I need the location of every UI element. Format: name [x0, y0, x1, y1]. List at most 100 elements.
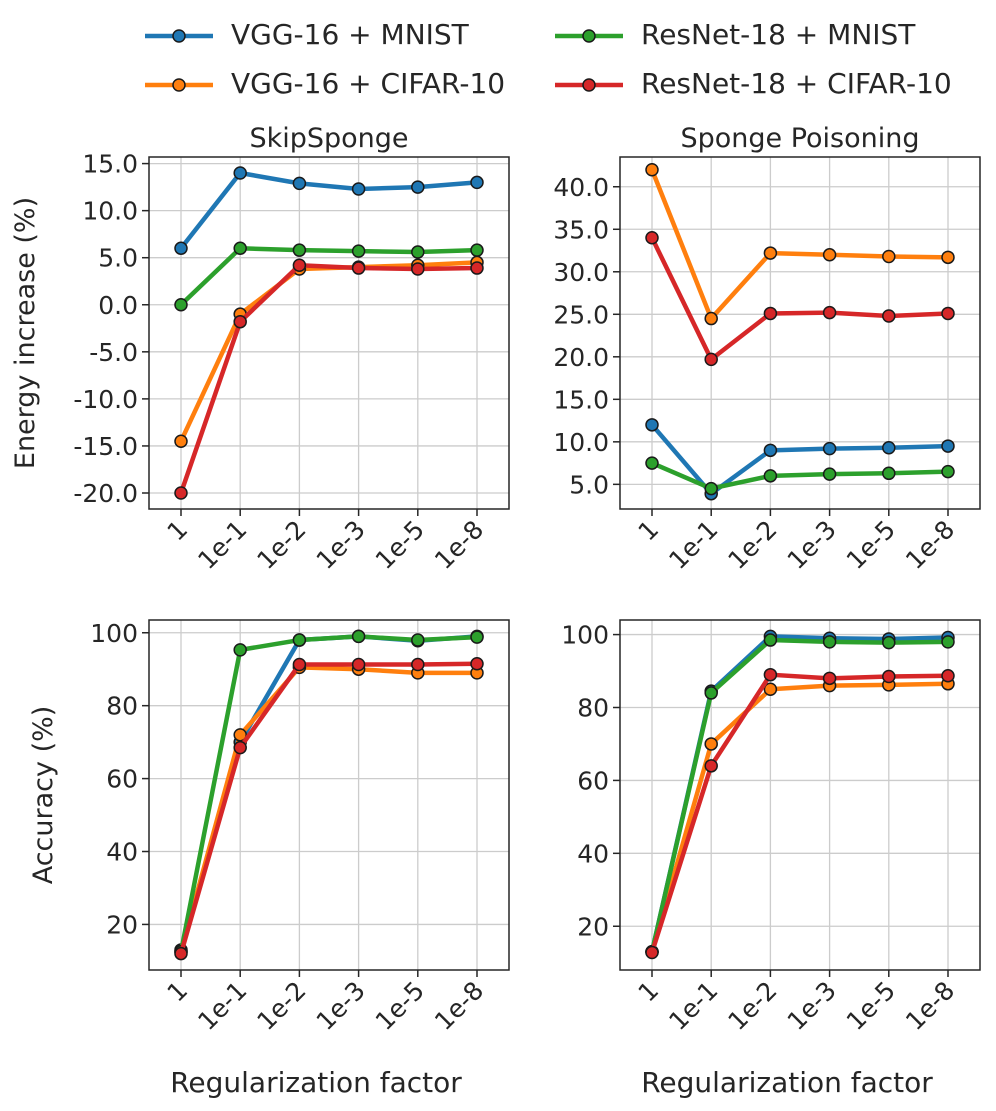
- x-tick-label: 1e-8: [429, 976, 489, 1036]
- legend-marker: [172, 29, 186, 43]
- y-tick-label: 10.0: [82, 197, 138, 226]
- series-vgg-16-cifar-10: [645, 163, 955, 326]
- data-point: [174, 241, 188, 256]
- x-tick-label: 1e-1: [663, 515, 723, 575]
- legend-swatch-vgg16-cifar10: [145, 78, 213, 92]
- chart-title: SkipSponge: [249, 123, 408, 154]
- data-point: [763, 667, 778, 682]
- series-line: [649, 672, 951, 955]
- data-point: [882, 441, 896, 455]
- series-resnet-18-mnist: [174, 629, 484, 959]
- data-point: [882, 249, 896, 264]
- data-point: [174, 486, 188, 500]
- legend-label: VGG-16 + CIFAR-10: [231, 67, 506, 100]
- data-point: [292, 243, 307, 257]
- chart-title: Sponge Poisoning: [680, 123, 919, 154]
- series-line: [649, 235, 951, 362]
- x-tick-label: 1e-5: [370, 976, 430, 1036]
- data-point: [233, 643, 247, 657]
- y-tick-label: 80: [106, 692, 138, 721]
- data-point: [470, 261, 484, 275]
- y-tick-label: 5.0: [98, 244, 138, 273]
- data-point: [470, 630, 484, 644]
- data-point: [174, 298, 188, 312]
- data-point: [233, 166, 247, 180]
- data-point: [941, 635, 955, 649]
- x-tick-label: 1: [161, 515, 193, 547]
- series-resnet-18-cifar-10: [645, 667, 955, 960]
- data-point: [763, 469, 778, 483]
- series-resnet-18-mnist: [174, 241, 484, 312]
- series-line: [178, 665, 480, 955]
- x-tick-label: 1e-3: [311, 976, 371, 1036]
- y-tick-label: 100: [561, 621, 609, 650]
- data-point: [882, 635, 896, 650]
- x-axis-label: Regularization factor: [641, 1066, 933, 1099]
- axes-frame: [148, 156, 510, 510]
- series-line: [649, 637, 951, 955]
- x-tick-label: 1e-1: [192, 515, 252, 575]
- y-tick-label: 20: [106, 910, 138, 939]
- y-axis-label: Accuracy (%): [28, 706, 59, 885]
- x-tick-label: 1e-5: [841, 976, 901, 1036]
- series-line: [178, 246, 480, 308]
- axes-frame: [148, 619, 510, 971]
- data-point: [941, 306, 955, 321]
- series-line: [649, 681, 951, 955]
- chart-panel-4: 20 40 60 80 100 11e-11e-21e-31e-51e-8 Regulari…: [561, 619, 981, 1099]
- data-point: [822, 441, 837, 456]
- data-point: [645, 945, 659, 960]
- data-point: [645, 418, 659, 432]
- data-point: [292, 176, 307, 191]
- legend-swatch-resnet18-mnist: [555, 29, 623, 43]
- y-tick-label: -15.0: [73, 432, 138, 461]
- data-point: [941, 669, 955, 683]
- x-tick-label: 1e-3: [311, 515, 371, 575]
- series-vgg-16-mnist: [645, 629, 955, 959]
- series-line: [649, 460, 951, 491]
- y-tick-label: 60: [577, 766, 609, 795]
- data-point: [704, 352, 718, 367]
- series-line: [178, 661, 480, 956]
- data-point: [645, 163, 659, 177]
- y-tick-label: 20.0: [553, 343, 609, 372]
- series-line: [178, 262, 480, 496]
- data-point: [233, 740, 247, 755]
- data-point: [763, 306, 778, 321]
- data-point: [470, 243, 484, 257]
- data-point: [470, 657, 484, 671]
- y-tick-label: 30.0: [553, 258, 609, 287]
- y-tick-label: -10.0: [73, 385, 138, 414]
- legend-marker: [582, 78, 596, 92]
- x-tick-label: 1e-5: [841, 515, 901, 575]
- legend-swatch-vgg16-mnist: [145, 29, 213, 43]
- series-resnet-18-cifar-10: [174, 258, 484, 500]
- data-point: [411, 657, 425, 672]
- y-tick-label: 0.0: [98, 291, 138, 320]
- data-point: [351, 629, 366, 644]
- y-tick-label: 35.0: [553, 215, 609, 244]
- x-tick-label: 1e-2: [722, 976, 782, 1036]
- series-line: [649, 167, 951, 321]
- x-tick-label: 1e-5: [370, 515, 430, 575]
- data-point: [174, 434, 188, 448]
- data-point: [411, 180, 425, 194]
- data-point: [763, 443, 778, 458]
- data-point: [645, 231, 659, 245]
- y-tick-label: 25.0: [553, 300, 609, 329]
- y-tick-label: 60: [106, 765, 138, 794]
- y-tick-label: 15.0: [553, 385, 609, 414]
- data-point: [233, 728, 247, 742]
- y-tick-label: -5.0: [89, 338, 138, 367]
- series-resnet-18-cifar-10: [645, 231, 955, 367]
- data-point: [233, 241, 247, 256]
- data-point: [704, 759, 718, 773]
- data-point: [233, 314, 247, 329]
- axes-frame: [619, 619, 981, 971]
- data-point: [292, 657, 307, 672]
- legend-label: ResNet-18 + CIFAR-10: [641, 67, 952, 100]
- data-point: [292, 633, 307, 647]
- y-axis-label: Energy increase (%): [10, 197, 41, 469]
- x-tick-label: 1e-8: [900, 515, 960, 575]
- data-point: [411, 633, 425, 647]
